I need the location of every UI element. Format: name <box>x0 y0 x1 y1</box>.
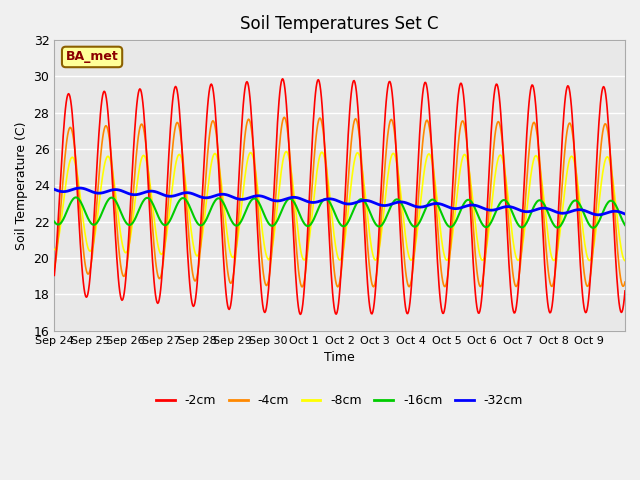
X-axis label: Time: Time <box>324 351 355 364</box>
Title: Soil Temperatures Set C: Soil Temperatures Set C <box>241 15 439 33</box>
Y-axis label: Soil Temperature (C): Soil Temperature (C) <box>15 121 28 250</box>
Legend: -2cm, -4cm, -8cm, -16cm, -32cm: -2cm, -4cm, -8cm, -16cm, -32cm <box>151 389 528 412</box>
Text: BA_met: BA_met <box>66 50 118 63</box>
